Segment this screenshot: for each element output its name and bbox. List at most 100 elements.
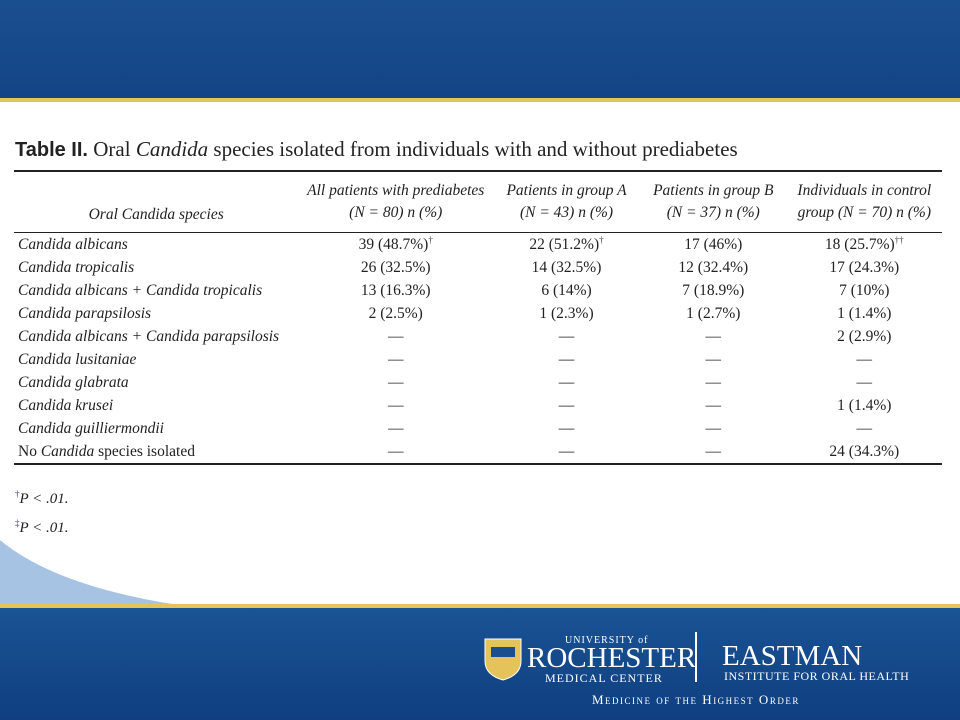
university: UNIVERSITY of: [565, 635, 649, 646]
title-label: Table II.: [15, 139, 88, 161]
cell: —: [705, 442, 722, 460]
cell: 13 (16.3%): [360, 281, 431, 299]
cell: 1 (2.7%): [686, 304, 741, 322]
species-name: Candida parapsilosis: [18, 304, 152, 322]
swoosh: [0, 540, 200, 608]
cell: —: [856, 419, 873, 437]
species-name: Candida lusitaniae: [18, 350, 137, 368]
cell: —: [705, 327, 722, 345]
footnote-text: P < .01.: [19, 491, 69, 507]
cell-text: 39 (48.7%): [358, 236, 429, 254]
cell: 1 (1.4%): [837, 396, 892, 414]
cell: —: [558, 419, 575, 437]
motto: Medicine of the Highest Order: [592, 692, 800, 707]
species-name: Candida krusei: [18, 396, 114, 414]
footer-band: [0, 608, 960, 720]
column-header: All patients with prediabetes (N = 80) n…: [307, 182, 485, 221]
cell: —: [856, 350, 873, 368]
cell: —: [705, 350, 722, 368]
cell: —: [558, 442, 575, 460]
species-name-part: species isolated: [94, 442, 195, 460]
cell-text: 22 (51.2%): [529, 236, 600, 254]
table-row: No Candida species isolated — — — 24 (34.3%): [14, 440, 942, 464]
table-row: Candida krusei — — — 1 (1.4%): [14, 394, 942, 417]
table-row: Candida albicans 39 (48.7%)† 22 (51.2%)† 17…: [14, 233, 942, 257]
cell: 6 (14%): [541, 281, 592, 299]
cell: —: [387, 442, 404, 460]
table-row: Candida albicans + Candida tropicalis 13 …: [14, 279, 942, 302]
cell: 2 (2.5%): [368, 304, 423, 322]
cell: 39 (48.7%)†: [298, 233, 493, 257]
rochester: ROCHESTER: [527, 642, 697, 674]
cell: —: [387, 373, 404, 391]
column-header: Individuals in control group (N = 70) n …: [797, 182, 932, 221]
title-text: Oral: [93, 137, 136, 161]
species-name-part: No: [18, 442, 41, 460]
species-name: No Candida species isolated: [14, 440, 298, 464]
data-table: Oral Candida species All patients with pr…: [14, 170, 942, 465]
cell: 26 (32.5%): [360, 258, 431, 276]
cell: —: [558, 350, 575, 368]
cell-note: ††: [894, 234, 904, 245]
cell: —: [705, 373, 722, 391]
species-name-part: Candida: [40, 442, 95, 460]
footnote: ‡P < .01.: [15, 511, 69, 540]
cell: —: [387, 350, 404, 368]
column-header: Oral Candida species: [88, 206, 224, 223]
cell: 17 (24.3%): [829, 258, 900, 276]
species-name: Candida albicans: [18, 235, 128, 253]
cell: —: [558, 396, 575, 414]
cell: —: [856, 373, 873, 391]
cell-note: †: [428, 234, 433, 245]
cell-text: 18 (25.7%): [824, 236, 895, 254]
table-row: Candida parapsilosis 2 (2.5%) 1 (2.3%) 1 (2…: [14, 302, 942, 325]
cell: —: [705, 396, 722, 414]
cell: —: [387, 327, 404, 345]
cell: 12 (32.4%): [678, 258, 749, 276]
table-row: Candida lusitaniae — — — —: [14, 348, 942, 371]
footnote: †P < .01.: [15, 482, 69, 511]
divider: [695, 632, 697, 682]
eastman: EASTMAN: [722, 640, 863, 672]
cell: 1 (2.3%): [539, 304, 594, 322]
table-row: Candida guilliermondii — — — —: [14, 417, 942, 440]
cell: 1 (1.4%): [837, 304, 892, 322]
cell: 18 (25.7%)††: [787, 233, 942, 257]
cell: 14 (32.5%): [531, 258, 602, 276]
species-name: Candida glabrata: [18, 373, 129, 391]
header-row: Oral Candida species All patients with pr…: [14, 171, 942, 233]
column-header: Patients in group B (N = 37) n (%): [653, 182, 774, 221]
institute: INSTITUTE FOR ORAL HEALTH: [724, 669, 910, 683]
crest: [484, 638, 522, 681]
cell: 7 (10%): [839, 281, 890, 299]
footer-rule: [0, 604, 960, 608]
footnote-text: P < .01.: [19, 520, 69, 536]
cell: 22 (51.2%)†: [493, 233, 640, 257]
column-header: Patients in group A (N = 43) n (%): [506, 182, 627, 221]
footnotes: †P < .01. ‡P < .01.: [15, 482, 69, 540]
cell: —: [558, 373, 575, 391]
table-row: Candida albicans + Candida parapsilosis —…: [14, 325, 942, 348]
cell-note: †: [599, 234, 604, 245]
title-text: Candida: [135, 137, 209, 161]
species-name: Candida guilliermondii: [18, 419, 164, 437]
cell: —: [387, 396, 404, 414]
header-rule: [0, 98, 960, 102]
cell: —: [705, 419, 722, 437]
species-name: Candida albicans + Candida tropicalis: [18, 281, 263, 299]
cell: 7 (18.9%): [682, 281, 745, 299]
cell: 2 (2.9%): [837, 327, 892, 345]
species-name: Candida albicans + Candida parapsilosis: [18, 327, 280, 345]
title-text: species isolated from individuals with a…: [208, 137, 738, 161]
cell: —: [558, 327, 575, 345]
medical-center: MEDICAL CENTER: [545, 671, 663, 685]
cell: 24 (34.3%): [829, 442, 900, 460]
header-band: [0, 0, 960, 98]
cell: —: [387, 419, 404, 437]
table-title: Table II. Oral Candida species isolated …: [15, 137, 738, 162]
cell: 17 (46%): [684, 235, 743, 253]
species-name: Candida tropicalis: [18, 258, 135, 276]
footnote-symbol: †: [15, 489, 20, 499]
table-row: Candida glabrata — — — —: [14, 371, 942, 394]
